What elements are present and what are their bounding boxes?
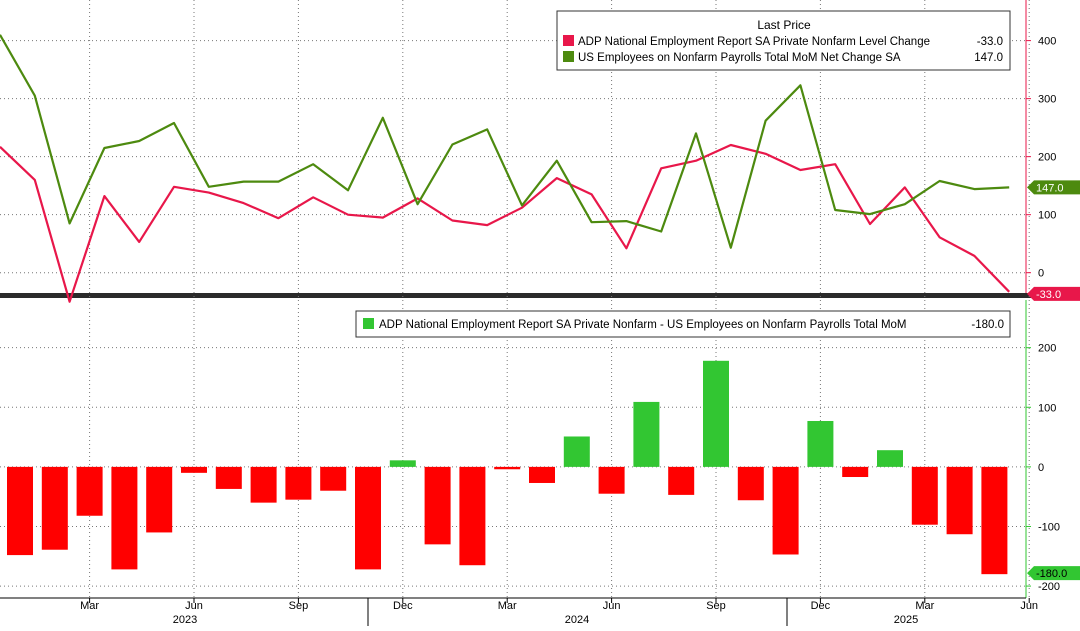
difference-bar — [842, 466, 869, 478]
y-tick-label: 100 — [1038, 402, 1056, 414]
last-value-badge — [1027, 180, 1080, 195]
difference-bar — [529, 466, 555, 483]
x-tick-label: Sep — [289, 600, 309, 612]
difference-bar — [320, 466, 347, 491]
line-series — [0, 34, 1010, 303]
difference-bar — [41, 466, 68, 550]
x-tick-label: Mar — [915, 600, 934, 612]
legend-label-payrolls: US Employees on Nonfarm Payrolls Total M… — [578, 52, 901, 64]
difference-bar — [877, 450, 903, 467]
difference-bar — [146, 466, 173, 533]
y-tick-label: 300 — [1038, 94, 1056, 106]
difference-bar — [459, 466, 486, 566]
y-tick-label: -100 — [1038, 521, 1060, 533]
x-tick-label: Dec — [811, 600, 831, 612]
legend-swatch-payrolls — [563, 51, 574, 62]
difference-bars — [7, 360, 1008, 575]
x-tick-label: Jun — [185, 600, 203, 612]
difference-bar — [424, 466, 451, 545]
x-tick-label: Sep — [706, 600, 726, 612]
difference-bar — [668, 466, 695, 495]
last-value-text: 147.0 — [1036, 182, 1064, 194]
difference-bar — [703, 360, 729, 467]
difference-bar — [981, 466, 1008, 575]
x-tick-label: Mar — [498, 600, 517, 612]
y-tick-label: -200 — [1038, 581, 1060, 593]
series-line-payrolls — [0, 34, 1010, 249]
y-tick-label: 0 — [1038, 268, 1044, 280]
x-tick-label: Jun — [603, 600, 621, 612]
legend-label-adp: ADP National Employment Report SA Privat… — [578, 36, 930, 48]
difference-bar — [772, 466, 799, 555]
pane-divider[interactable] — [0, 293, 1080, 298]
last-value-badge — [1027, 566, 1080, 581]
difference-bar — [633, 401, 660, 467]
difference-bar — [250, 466, 277, 503]
bottom-legend-box — [355, 310, 1011, 338]
top-pane-grid — [0, 40, 1026, 274]
year-label: 2023 — [173, 614, 197, 626]
legend-label-difference: ADP National Employment Report SA Privat… — [379, 319, 907, 331]
year-label: 2024 — [565, 614, 589, 626]
difference-bar — [911, 466, 938, 525]
y-tick-label: 200 — [1038, 152, 1056, 164]
difference-bar — [111, 466, 138, 570]
x-tick-label: Dec — [393, 600, 413, 612]
x-tick-label: Jun — [1020, 600, 1038, 612]
y-tick-label: 100 — [1038, 210, 1056, 222]
difference-bar — [181, 466, 207, 473]
last-value-badges: 147.0 -33.0 -180.0 — [1027, 180, 1080, 581]
legend-value-difference: -180.0 — [971, 319, 1004, 331]
difference-bar — [285, 466, 312, 500]
legend-title: Last Price — [757, 18, 811, 32]
legend-value-payrolls: 147.0 — [974, 52, 1003, 64]
y-tick-labels: 0 100 200 300 400 -200 -100 0 100 200 — [1026, 36, 1060, 593]
x-tick-label: Mar — [80, 600, 99, 612]
legend-swatch-adp — [563, 35, 574, 46]
difference-bar — [355, 466, 381, 570]
difference-bar — [563, 436, 590, 467]
series-line-adp — [0, 143, 1010, 303]
difference-bar — [76, 466, 103, 516]
y-tick-label: 200 — [1038, 343, 1056, 355]
y-tick-label: 400 — [1038, 36, 1056, 48]
x-tick-labels: Mar Jun Sep Dec Mar Jun Sep Dec Mar Jun 2023 2024 20… — [80, 598, 1038, 626]
y-tick-label: 0 — [1038, 462, 1044, 474]
difference-bar — [389, 460, 416, 467]
bottom-legend: ADP National Employment Report SA Privat… — [355, 310, 1011, 338]
top-legend: Last Price ADP National Employment Repor… — [556, 10, 1011, 71]
top-legend-box — [556, 10, 1011, 71]
difference-bar — [946, 466, 973, 535]
legend-value-adp: -33.0 — [977, 36, 1003, 48]
difference-bar — [215, 466, 242, 489]
difference-bar — [7, 466, 33, 556]
difference-bar — [494, 466, 521, 470]
last-value-text: -180.0 — [1036, 568, 1067, 580]
year-label: 2025 — [894, 614, 918, 626]
difference-bar — [737, 466, 764, 501]
last-value-text: -33.0 — [1036, 289, 1061, 301]
difference-bar — [807, 420, 834, 467]
legend-swatch-difference — [363, 318, 374, 329]
difference-bar — [598, 466, 625, 494]
last-value-badge — [1027, 286, 1080, 301]
